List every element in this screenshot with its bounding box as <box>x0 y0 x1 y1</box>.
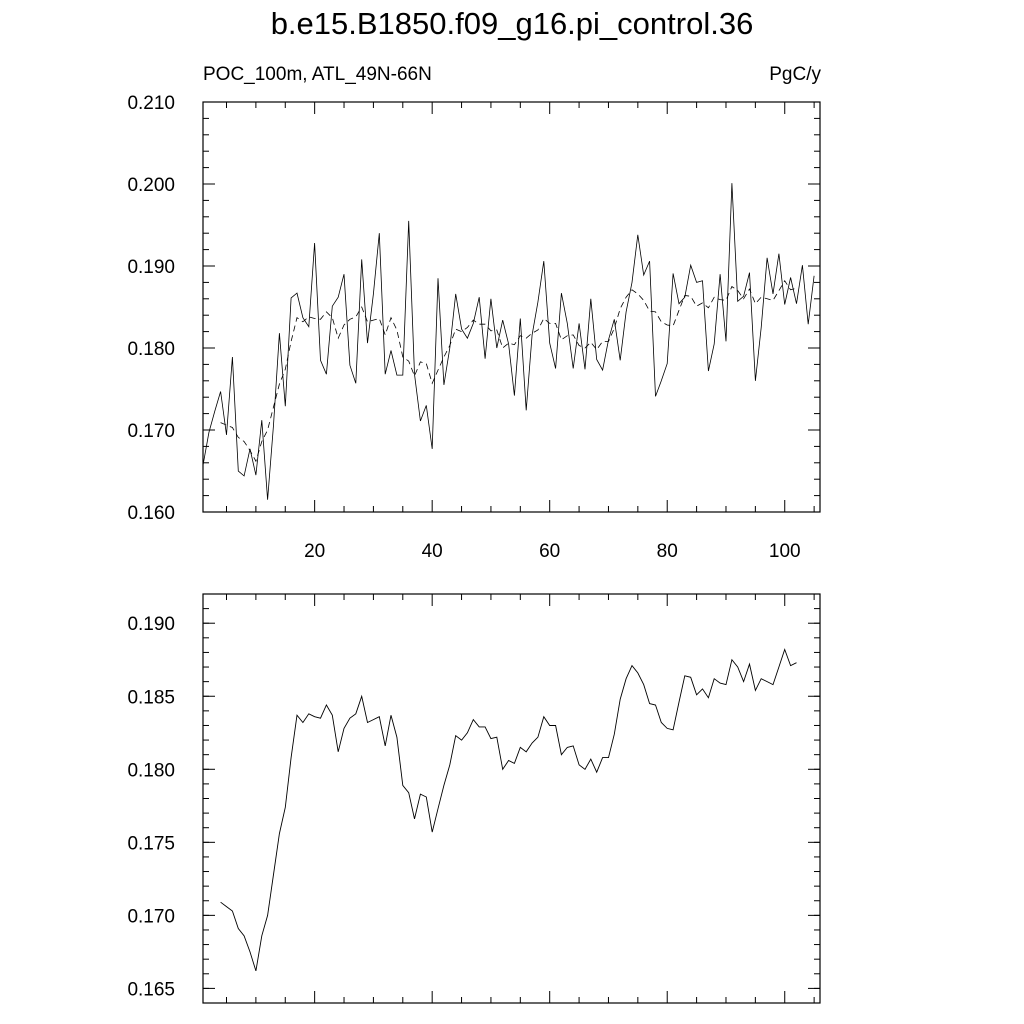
top-panel: 0.160 0.170 0.180 0.190 0.200 0.210 20 40 60 80 10… <box>127 93 821 562</box>
x-tick-label: 100 <box>769 541 801 562</box>
series-line-running-mean <box>220 648 797 972</box>
y-tick-label: 0.185 <box>127 687 175 708</box>
y-tick-label: 0.180 <box>127 339 175 360</box>
chart-subtitle-variable: POC_100m, ATL_49N-66N <box>203 64 432 85</box>
x-tick-label: 20 <box>304 541 325 562</box>
y-tick-label: 0.190 <box>127 614 175 635</box>
series-line-annual <box>202 183 815 500</box>
bottom-panel: 0.165 0.170 0.175 0.180 0.185 0.190 <box>127 593 821 1004</box>
y-tick-label: 0.165 <box>127 979 175 1000</box>
plot-frame <box>202 593 821 1004</box>
plot-frame <box>202 101 821 513</box>
x-tick-label: 80 <box>657 541 678 562</box>
y-tick-label: 0.160 <box>127 503 175 524</box>
chart-subtitle-units: PgC/y <box>769 64 821 85</box>
x-tick-label: 60 <box>539 541 560 562</box>
x-tick-label: 40 <box>422 541 443 562</box>
chart-title: b.e15.B1850.f09_g16.pi_control.36 <box>270 6 754 41</box>
y-tick-label: 0.200 <box>127 175 175 196</box>
y-tick-label: 0.175 <box>127 833 175 854</box>
series-line-running-mean <box>220 280 797 463</box>
y-tick-label: 0.180 <box>127 760 175 781</box>
y-tick-label: 0.210 <box>127 93 175 114</box>
y-tick-label: 0.170 <box>127 906 175 927</box>
y-tick-label: 0.190 <box>127 257 175 278</box>
y-tick-label: 0.170 <box>127 421 175 442</box>
